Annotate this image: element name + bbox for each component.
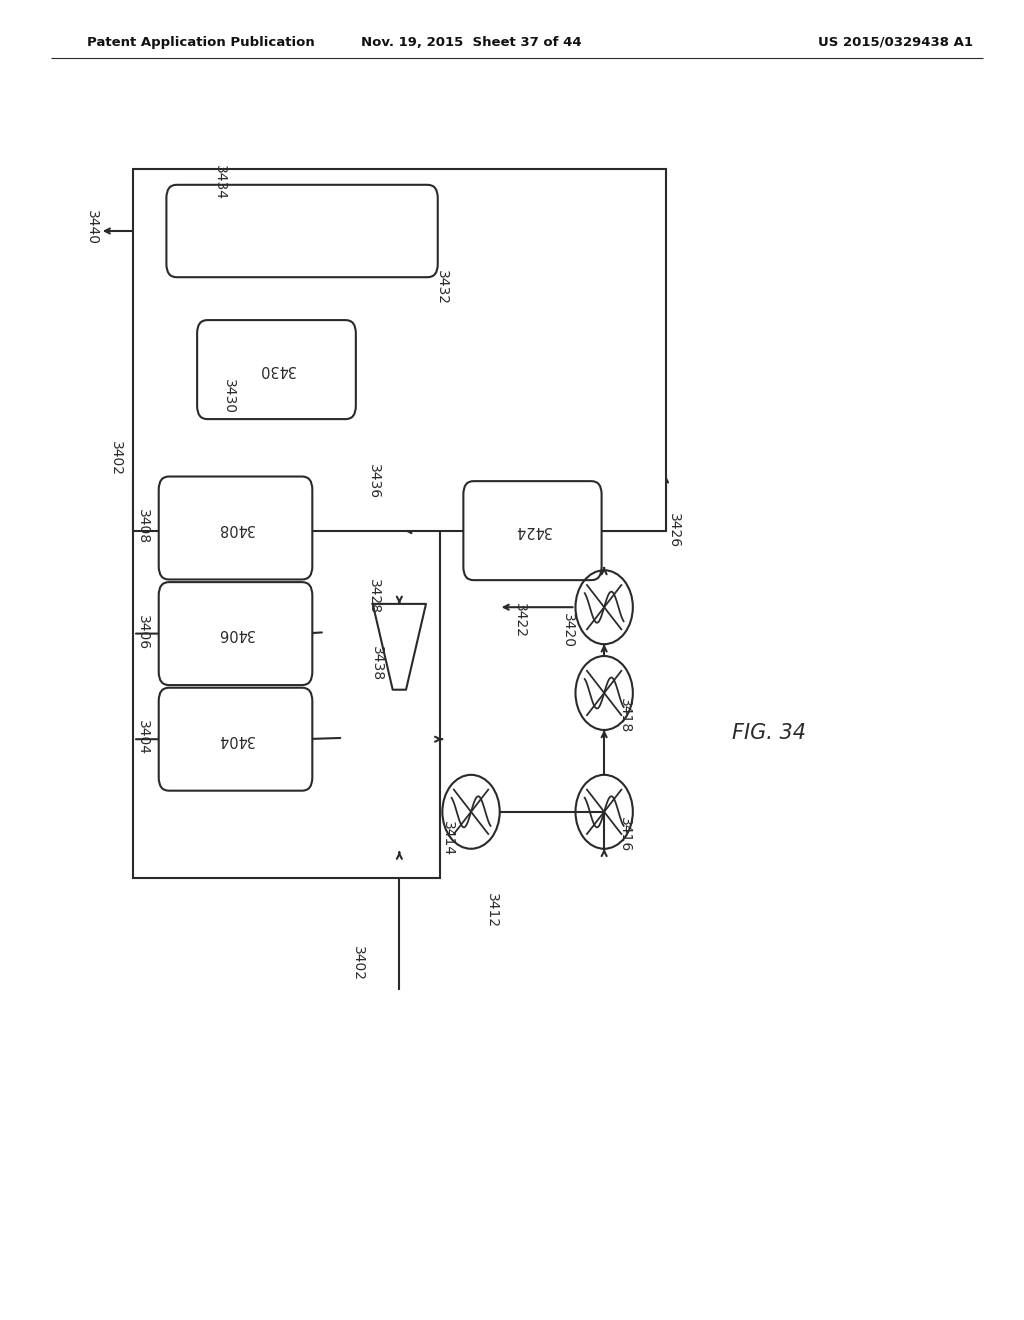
Text: 3430: 3430 <box>258 362 295 378</box>
Text: 3404: 3404 <box>217 731 254 747</box>
Text: Nov. 19, 2015  Sheet 37 of 44: Nov. 19, 2015 Sheet 37 of 44 <box>360 36 582 49</box>
Text: 3418: 3418 <box>617 698 632 733</box>
Text: 3414: 3414 <box>440 821 455 855</box>
Bar <box>133 475 440 878</box>
Text: 3430: 3430 <box>222 379 237 413</box>
FancyBboxPatch shape <box>166 185 438 277</box>
Text: 3404: 3404 <box>136 721 151 755</box>
Text: 3436: 3436 <box>367 465 381 499</box>
Text: 3406: 3406 <box>136 615 151 649</box>
Text: 3434: 3434 <box>213 165 227 199</box>
Text: 3438: 3438 <box>370 647 384 681</box>
Text: FIG. 34: FIG. 34 <box>732 722 806 743</box>
Text: 3402: 3402 <box>351 946 366 981</box>
Polygon shape <box>373 605 426 689</box>
Text: 3422: 3422 <box>513 603 527 638</box>
Text: 3406: 3406 <box>217 626 254 642</box>
FancyBboxPatch shape <box>159 477 312 579</box>
Text: 3408: 3408 <box>136 510 151 544</box>
Text: 3424: 3424 <box>514 523 551 539</box>
Text: Patent Application Publication: Patent Application Publication <box>87 36 314 49</box>
Text: 3426: 3426 <box>667 513 681 548</box>
Text: 3428: 3428 <box>367 579 381 614</box>
Text: 3408: 3408 <box>217 520 254 536</box>
FancyBboxPatch shape <box>159 688 312 791</box>
Text: 3440: 3440 <box>85 210 99 244</box>
Bar <box>133 169 666 531</box>
Text: 3402: 3402 <box>109 441 123 475</box>
FancyBboxPatch shape <box>197 321 356 420</box>
Text: 3416: 3416 <box>617 817 632 851</box>
Text: US 2015/0329438 A1: US 2015/0329438 A1 <box>818 36 974 49</box>
FancyBboxPatch shape <box>463 482 602 581</box>
Text: 3412: 3412 <box>484 894 499 928</box>
Text: 3432: 3432 <box>435 271 450 305</box>
FancyBboxPatch shape <box>159 582 312 685</box>
Text: 3420: 3420 <box>561 614 575 648</box>
